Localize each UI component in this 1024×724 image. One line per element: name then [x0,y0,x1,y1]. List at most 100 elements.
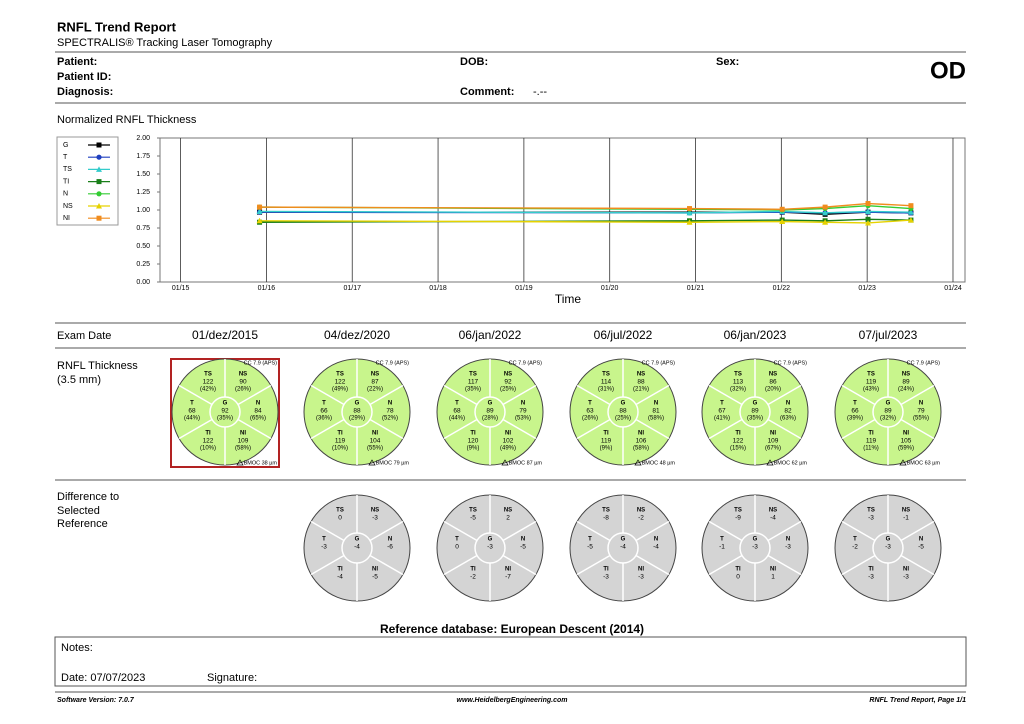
sector-label: NS [637,508,645,514]
sector-label: T [588,401,592,407]
y-tick-label: 1.50 [136,171,150,178]
diagnosis-label: Diagnosis: [57,86,113,98]
series-line [259,202,911,210]
sector-border [767,554,802,576]
sector-percent: (25%) [615,416,631,422]
y-tick-label: 0.25 [136,261,150,268]
legend-marker [96,203,102,209]
sector-percent: (22%) [367,387,383,393]
data-point [822,204,828,210]
thickness-sublabel: (3.5 mm) [57,374,101,386]
difference-label: Reference [57,518,108,530]
sector-border [443,554,478,576]
sector-border [310,520,345,542]
thickness-diagram: TS122(42%)NS90(26%)T68(44%)G92(35%)N84(6… [171,358,279,466]
sector-percent: (41%) [714,416,730,422]
sector-border [178,418,213,440]
sector-percent: (29%) [349,416,365,422]
sector-percent: (36%) [316,416,332,422]
x-tick-label: 01/15 [172,285,190,292]
difference-label: Selected [57,505,100,517]
x-tick-label: 01/23 [858,285,876,292]
series-line [259,210,911,214]
sector-label: N [388,401,392,407]
sector-label: T [455,401,459,407]
sector-label: NI [505,567,511,573]
sector-label: TI [868,431,874,437]
sector-percent: (32%) [880,416,896,422]
sector-value: -3 [487,544,493,551]
sector-label: NI [372,431,378,437]
thickness-label: RNFL Thickness [57,360,138,372]
sector-value: -5 [587,544,593,551]
delta-icon [236,459,244,466]
bmo-label: BMOC 38 µm [244,460,278,466]
sector-value: -3 [903,574,909,581]
sector-label: NI [505,431,511,437]
sector-value: 0 [455,544,459,551]
data-point [865,208,872,214]
sector-value: -4 [337,574,343,581]
y-tick-label: 0.75 [136,225,150,232]
sector-label: T [455,537,459,543]
data-point [822,219,829,225]
sector-value: 105 [901,438,912,445]
sector-label: TI [470,567,476,573]
sector-label: TS [469,508,477,514]
sector-label: TS [734,372,742,378]
sector-label: G [355,401,360,407]
center-circle [341,396,373,428]
data-point [865,219,872,226]
data-point [686,219,693,225]
sector-label: NI [638,431,644,437]
sector-label: TS [602,508,610,514]
sector-label: N [521,537,525,543]
sector-percent: (31%) [598,387,614,393]
exam-date: 07/jul/2023 [859,328,918,342]
sector-value: -8 [603,515,609,522]
sector-border [708,554,743,576]
sector-border [635,520,670,542]
sector-percent: (58%) [235,446,251,452]
center-circle [872,396,904,428]
data-point [865,216,871,222]
legend-label: T [63,154,68,161]
sector-border [443,384,478,406]
sector-border [502,384,537,406]
chart-title: Normalized RNFL Thickness [57,114,197,126]
sector-label: N [654,401,658,407]
sex-label: Sex: [716,56,739,68]
sector-border [841,418,876,440]
sector-percent: (58%) [648,416,664,422]
sector-border [900,418,935,440]
sector-label: TS [867,372,875,378]
sector-percent: (63%) [780,416,796,422]
sector-percent: (11%) [863,446,879,452]
sector-label: NS [371,508,379,514]
sector-label: NS [637,372,645,378]
difference-diagram: TS-8NS-2T-5G-4N-4TI-3NI-3 [569,494,677,602]
sector-value: 68 [453,408,461,415]
sector-value: 92 [504,379,512,386]
sector-percent: (28%) [482,416,498,422]
x-tick-label: 01/21 [687,285,705,292]
sector-border [178,384,213,406]
thickness-diagram: TS122(49%)NS87(22%)T66(36%)G88(29%)N78(5… [303,358,411,466]
website: www.HeidelbergEngineering.com [457,697,568,704]
report-title: RNFL Trend Report [57,19,177,34]
sector-label: G [753,537,758,543]
sector-label: T [322,401,326,407]
sector-label: N [786,537,790,543]
sector-percent: (53%) [515,416,531,422]
sector-label: NI [770,431,776,437]
sector-value: 119 [601,438,612,445]
sector-border [708,418,743,440]
exam-date-label: Exam Date [57,330,111,342]
center-circle [607,396,639,428]
center-circle [872,532,904,564]
x-tick-label: 01/19 [515,285,533,292]
legend-label: TI [63,178,69,185]
patient-id-label: Patient ID: [57,71,111,83]
sector-label: G [621,401,626,407]
sector-value: -6 [387,544,393,551]
